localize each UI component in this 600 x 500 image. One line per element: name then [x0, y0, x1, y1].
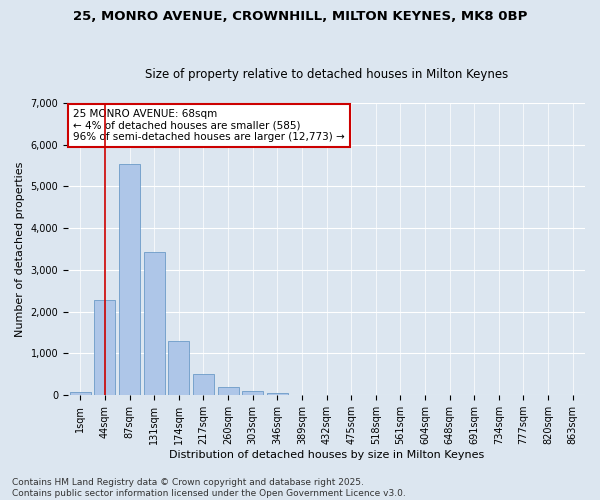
Text: Contains HM Land Registry data © Crown copyright and database right 2025.
Contai: Contains HM Land Registry data © Crown c…	[12, 478, 406, 498]
Bar	[70, 392, 91, 395]
Bar	[267, 393, 288, 395]
Bar	[193, 374, 214, 395]
Text: 25, MONRO AVENUE, CROWNHILL, MILTON KEYNES, MK8 0BP: 25, MONRO AVENUE, CROWNHILL, MILTON KEYN…	[73, 10, 527, 23]
Y-axis label: Number of detached properties: Number of detached properties	[15, 162, 25, 337]
Bar	[94, 300, 115, 395]
Bar	[169, 340, 189, 395]
Text: 25 MONRO AVENUE: 68sqm
← 4% of detached houses are smaller (585)
96% of semi-det: 25 MONRO AVENUE: 68sqm ← 4% of detached …	[73, 109, 345, 142]
Bar	[144, 252, 164, 395]
Bar	[242, 391, 263, 395]
Title: Size of property relative to detached houses in Milton Keynes: Size of property relative to detached ho…	[145, 68, 508, 81]
Bar	[119, 164, 140, 395]
Bar	[218, 388, 239, 395]
X-axis label: Distribution of detached houses by size in Milton Keynes: Distribution of detached houses by size …	[169, 450, 484, 460]
